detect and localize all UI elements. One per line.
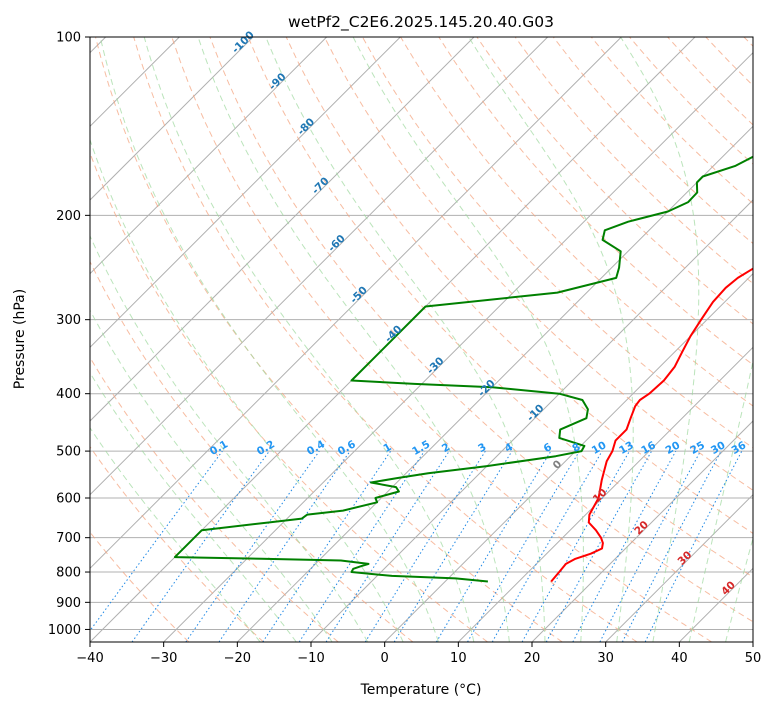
x-tick-label: −10 [297, 651, 324, 666]
x-tick-label: 40 [671, 651, 688, 666]
y-tick-label: 400 [56, 387, 81, 402]
y-tick-label: 1000 [48, 623, 81, 638]
x-tick-label: 50 [745, 651, 762, 666]
y-tick-label: 300 [56, 313, 81, 328]
y-tick-label: 500 [56, 445, 81, 460]
y-tick-label: 800 [56, 566, 81, 581]
chart-title: wetPf2_C2E6.2025.145.20.40.G03 [288, 13, 554, 32]
y-tick-label: 700 [56, 531, 81, 546]
y-tick-label: 600 [56, 492, 81, 507]
x-tick-label: 20 [524, 651, 541, 666]
y-tick-label: 900 [56, 596, 81, 611]
x-tick-label: 10 [450, 651, 467, 666]
y-axis-label: Pressure (hPa) [12, 289, 28, 389]
x-axis-label: Temperature (°C) [360, 682, 482, 698]
x-tick-label: −30 [150, 651, 177, 666]
y-tick-label: 200 [56, 209, 81, 224]
y-tick-label: 100 [56, 31, 81, 46]
x-tick-label: −40 [76, 651, 103, 666]
x-tick-label: 0 [381, 651, 389, 666]
x-tick-label: 30 [597, 651, 614, 666]
x-tick-label: −20 [224, 651, 251, 666]
